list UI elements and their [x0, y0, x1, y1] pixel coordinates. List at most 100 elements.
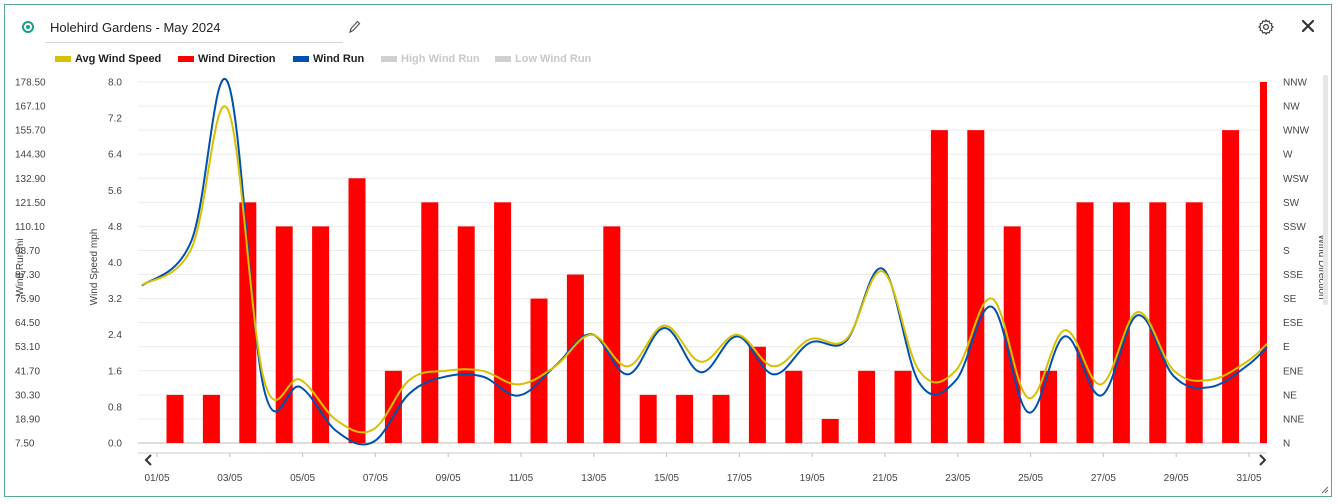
- y-tick-label-direction: N: [1283, 439, 1290, 450]
- title-underline: [45, 42, 343, 43]
- y-tick-label-wind-run: 30.30: [15, 390, 40, 401]
- x-tick-label: 31/05: [1236, 473, 1261, 484]
- y-tick-label-direction: NNE: [1283, 414, 1304, 425]
- direction-bar[interactable]: [494, 202, 512, 443]
- chevron-right-icon[interactable]: [1259, 454, 1267, 466]
- y-tick-label-wind-run: 121.50: [15, 198, 46, 209]
- widget-header: Holehird Gardens - May 2024: [5, 5, 1331, 49]
- y-tick-label-wind-run: 167.10: [15, 102, 46, 113]
- x-tick-label: 13/05: [581, 473, 606, 484]
- y-tick-label-wind-speed: 0.8: [108, 402, 122, 413]
- y-tick-label-direction: SW: [1283, 198, 1300, 209]
- y-tick-label-wind-run: 155.70: [15, 126, 46, 137]
- x-tick-label: 01/05: [144, 473, 169, 484]
- y-tick-label-direction: SSE: [1283, 270, 1303, 281]
- legend-item-high-wind-run[interactable]: High Wind Run: [381, 53, 480, 65]
- legend-item-wind-run[interactable]: Wind Run: [293, 53, 364, 65]
- y-tick-label-wind-run: 75.90: [15, 294, 40, 305]
- direction-bar[interactable]: [457, 226, 475, 443]
- direction-bar[interactable]: [1112, 202, 1130, 443]
- direction-bar[interactable]: [785, 370, 803, 443]
- radio-dot-icon[interactable]: [22, 21, 34, 33]
- direction-bars: [166, 82, 1267, 443]
- direction-bar[interactable]: [603, 226, 621, 443]
- direction-bar[interactable]: [530, 298, 548, 443]
- x-tick-label: 25/05: [1018, 473, 1043, 484]
- x-tick-label: 03/05: [217, 473, 242, 484]
- direction-bar[interactable]: [312, 226, 330, 443]
- direction-bar[interactable]: [639, 394, 657, 443]
- y-tick-label-wind-speed: 4.8: [108, 222, 122, 233]
- chart-legend: Avg Wind Speed Wind Direction Wind Run High…: [5, 53, 705, 69]
- direction-bar[interactable]: [239, 202, 257, 443]
- y-tick-label-wind-run: 178.50: [15, 78, 46, 89]
- direction-bar[interactable]: [712, 394, 730, 443]
- y-tick-label-wind-run: 144.30: [15, 150, 46, 161]
- y-tick-label-wind-run: 18.90: [15, 414, 40, 425]
- widget-title[interactable]: Holehird Gardens - May 2024: [50, 20, 221, 35]
- legend-label: Low Wind Run: [515, 53, 592, 65]
- legend-label: Avg Wind Speed: [75, 53, 162, 65]
- direction-bar[interactable]: [566, 274, 584, 443]
- direction-bar[interactable]: [1260, 82, 1267, 443]
- direction-bar[interactable]: [275, 226, 293, 443]
- close-icon[interactable]: [1299, 17, 1317, 35]
- y-tick-label-wind-speed: 1.6: [108, 366, 122, 377]
- y-tick-label-wind-run: 110.10: [15, 222, 45, 233]
- x-tick-label: 09/05: [436, 473, 461, 484]
- y-tick-label-wind-speed: 4.0: [108, 258, 122, 269]
- y-tick-label-direction: E: [1283, 342, 1290, 353]
- y-tick-label-direction: NW: [1283, 102, 1300, 113]
- direction-bar[interactable]: [930, 130, 948, 443]
- direction-bar[interactable]: [1222, 130, 1240, 443]
- x-tick-label: 15/05: [654, 473, 679, 484]
- x-tick-label: 17/05: [727, 473, 752, 484]
- y-tick-label-direction: S: [1283, 246, 1290, 257]
- direction-bar[interactable]: [166, 394, 184, 443]
- y-tick-label-wind-speed: 7.2: [108, 114, 122, 125]
- y-tick-label-wind-speed: 8.0: [108, 78, 122, 89]
- y-tick-label-direction: NE: [1283, 390, 1297, 401]
- x-tick-label: 19/05: [800, 473, 825, 484]
- direction-bar[interactable]: [894, 370, 912, 443]
- direction-bar[interactable]: [821, 418, 839, 443]
- direction-bar[interactable]: [1040, 370, 1058, 443]
- y-axis-title-wind-run: Wind Run mi: [15, 238, 26, 295]
- legend-swatch: [55, 56, 71, 62]
- direction-bar[interactable]: [748, 346, 766, 443]
- direction-bar[interactable]: [967, 130, 985, 443]
- y-tick-label-wind-speed: 2.4: [108, 330, 122, 341]
- x-tick-label: 29/05: [1164, 473, 1189, 484]
- direction-bar[interactable]: [348, 178, 366, 443]
- y-tick-label-direction: WNW: [1283, 126, 1310, 137]
- avg-wind-speed-line[interactable]: [141, 105, 1268, 434]
- pencil-icon[interactable]: [347, 19, 361, 35]
- direction-bar[interactable]: [421, 202, 439, 443]
- direction-bar[interactable]: [1149, 202, 1167, 443]
- chevron-left-icon[interactable]: [144, 454, 152, 466]
- legend-item-wind-direction[interactable]: Wind Direction: [178, 53, 276, 65]
- y-tick-label-wind-run: 87.30: [15, 270, 40, 281]
- legend-item-low-wind-run[interactable]: Low Wind Run: [495, 53, 591, 65]
- direction-bar[interactable]: [1185, 202, 1203, 443]
- x-tick-label: 05/05: [290, 473, 315, 484]
- direction-bar[interactable]: [858, 370, 876, 443]
- y-tick-label-direction: SE: [1283, 294, 1297, 305]
- legend-swatch: [178, 56, 194, 62]
- x-tick-label: 07/05: [363, 473, 388, 484]
- x-tick-label: 23/05: [945, 473, 970, 484]
- vertical-scrollbar[interactable]: [1323, 75, 1328, 305]
- gear-icon[interactable]: [1257, 18, 1275, 36]
- x-tick-label: 11/05: [509, 473, 534, 484]
- y-axis-title-direction: Wind Direction: [1316, 234, 1327, 299]
- direction-bar[interactable]: [676, 394, 694, 443]
- y-axis-title-wind-speed: Wind Speed mph: [89, 229, 100, 306]
- line-series: [141, 77, 1268, 446]
- y-tick-label-wind-speed: 3.2: [108, 294, 122, 305]
- wind-run-line[interactable]: [141, 77, 1268, 446]
- direction-bar[interactable]: [1076, 202, 1094, 443]
- legend-item-avg-wind-speed[interactable]: Avg Wind Speed: [55, 53, 161, 65]
- resize-handle-icon[interactable]: [1319, 484, 1329, 494]
- direction-bar[interactable]: [202, 394, 220, 443]
- y-tick-label-wind-speed: 0.0: [108, 439, 122, 450]
